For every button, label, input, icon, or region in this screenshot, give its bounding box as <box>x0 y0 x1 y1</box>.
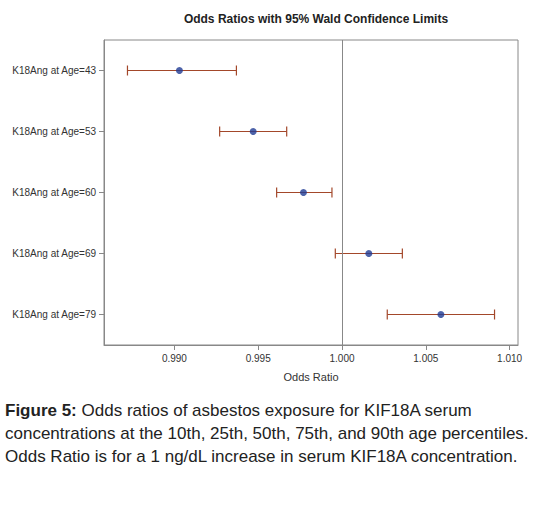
svg-text:1.010: 1.010 <box>497 353 522 364</box>
svg-text:K18Ang at Age=43: K18Ang at Age=43 <box>12 65 96 76</box>
svg-text:K18Ang at Age=53: K18Ang at Age=53 <box>12 126 96 137</box>
svg-text:0.995: 0.995 <box>246 353 271 364</box>
svg-text:Odds Ratio: Odds Ratio <box>283 371 338 383</box>
svg-text:1.005: 1.005 <box>413 353 438 364</box>
svg-text:K18Ang at Age=60: K18Ang at Age=60 <box>12 187 96 198</box>
html-text:Figure 5: Odds ratios of asbes: Figure 5: Odds ratios of asbestos exposu… <box>5 401 529 466</box>
svg-text:K18Ang at Age=79: K18Ang at Age=79 <box>12 309 96 320</box>
svg-text:K18Ang at Age=69: K18Ang at Age=69 <box>12 248 96 259</box>
svg-text:1.000: 1.000 <box>329 353 354 364</box>
svg-text:0.990: 0.990 <box>162 353 187 364</box>
svg-text:Odds Ratios with 95% Wald Conf: Odds Ratios with 95% Wald Confidence Lim… <box>184 12 449 26</box>
